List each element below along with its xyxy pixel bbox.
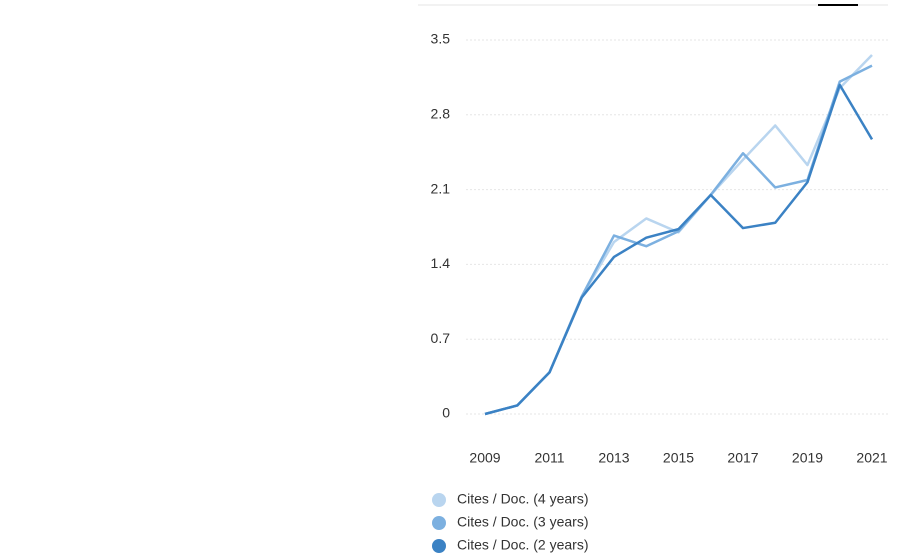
y-tick-label: 0.7 (431, 330, 451, 346)
x-tick-label: 2017 (727, 450, 758, 466)
x-tick-label: 2009 (469, 450, 500, 466)
legend-label: Cites / Doc. (3 years) (457, 514, 588, 530)
legend-swatch (432, 539, 446, 553)
x-tick-label: 2019 (792, 450, 823, 466)
y-tick-label: 2.1 (431, 180, 451, 196)
legend-swatch (432, 516, 446, 530)
legend-label: Cites / Doc. (4 years) (457, 491, 588, 507)
series-line (484, 54, 873, 416)
y-tick-label: 2.8 (431, 106, 451, 122)
x-tick-label: 2015 (663, 450, 694, 466)
series-line (484, 83, 874, 416)
y-tick-label: 0 (442, 405, 450, 421)
legend-label: Cites / Doc. (2 years) (457, 537, 588, 553)
y-tick-label: 1.4 (431, 255, 451, 271)
y-tick-label: 3.5 (431, 31, 451, 47)
x-tick-label: 2013 (598, 450, 629, 466)
legend-swatch (432, 493, 446, 507)
x-tick-label: 2011 (534, 450, 564, 466)
x-tick-label: 2021 (856, 450, 887, 466)
series-line (484, 64, 873, 416)
